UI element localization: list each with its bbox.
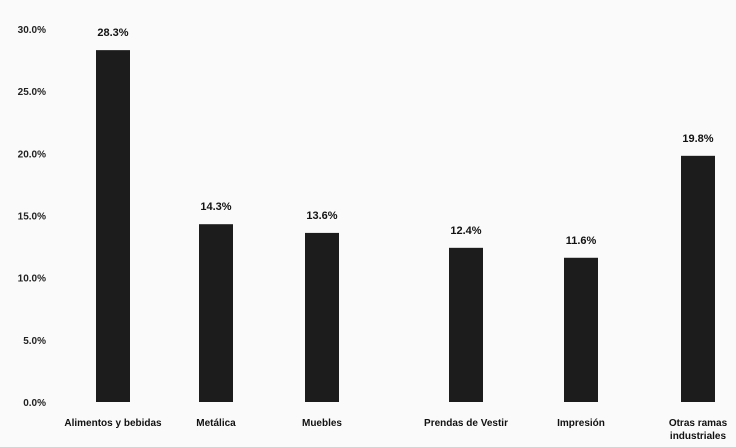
category-label: Prendas de Vestir	[424, 418, 508, 429]
y-tick-label: 25.0%	[18, 87, 46, 98]
category-label: Alimentos y bebidas	[64, 418, 162, 429]
category-label: Muebles	[302, 418, 342, 429]
bar	[305, 232, 339, 402]
bars	[96, 50, 715, 403]
y-tick-label: 15.0%	[18, 212, 46, 223]
bar-value-label: 28.3%	[97, 27, 128, 39]
y-tick-label: 30.0%	[18, 25, 46, 36]
category-label: Metálica	[196, 418, 236, 429]
bar	[96, 50, 130, 403]
category-label: Otras ramas industriales	[669, 418, 728, 442]
y-axis-ticks: 0.0% 5.0% 10.0% 15.0% 20.0% 25.0% 30.0%	[18, 25, 46, 409]
bar	[199, 224, 233, 402]
value-labels: 28.3% 14.3% 13.6% 12.4% 11.6% 19.8%	[97, 27, 713, 247]
bar-value-label: 13.6%	[306, 210, 337, 222]
category-labels: Alimentos y bebidas Metálica Muebles Prenda…	[64, 418, 727, 442]
category-label: Impresión	[557, 418, 605, 429]
y-tick-label: 5.0%	[23, 336, 46, 347]
bar-value-label: 12.4%	[450, 225, 481, 237]
bar	[681, 155, 715, 402]
bar-value-label: 11.6%	[566, 235, 597, 247]
y-tick-label: 10.0%	[18, 274, 46, 285]
bar	[449, 247, 483, 402]
y-tick-label: 0.0%	[23, 398, 46, 409]
y-tick-label: 20.0%	[18, 149, 46, 160]
bar-value-label: 14.3%	[200, 201, 231, 213]
bar	[564, 257, 598, 402]
bar-value-label: 19.8%	[682, 133, 713, 145]
